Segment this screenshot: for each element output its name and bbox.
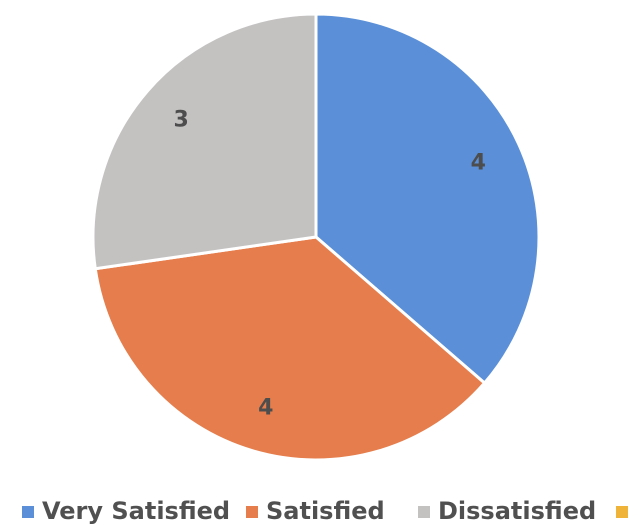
data-label-very-satisfied: 4 <box>471 150 486 175</box>
legend-swatch-dissatisfied <box>418 506 430 518</box>
legend: Very Satisfied Satisfied Dissatisfied <box>0 494 629 530</box>
pie-slice-satisfied <box>93 235 487 462</box>
data-label-dissatisfied: 3 <box>174 108 189 133</box>
legend-label-very-satisfied: Very Satisfied <box>42 497 231 525</box>
pie-slice-dissatisfied <box>91 12 318 271</box>
data-label-satisfied: 4 <box>258 396 273 421</box>
legend-label-dissatisfied: Dissatisfied <box>438 497 597 525</box>
pie-slice-very-satisfied <box>314 12 541 386</box>
legend-swatch-other <box>616 506 628 518</box>
legend-swatch-very-satisfied <box>22 506 34 518</box>
pie-chart: 4 4 3 <box>91 12 541 462</box>
legend-label-satisfied: Satisfied <box>266 497 385 525</box>
legend-swatch-satisfied <box>246 506 258 518</box>
